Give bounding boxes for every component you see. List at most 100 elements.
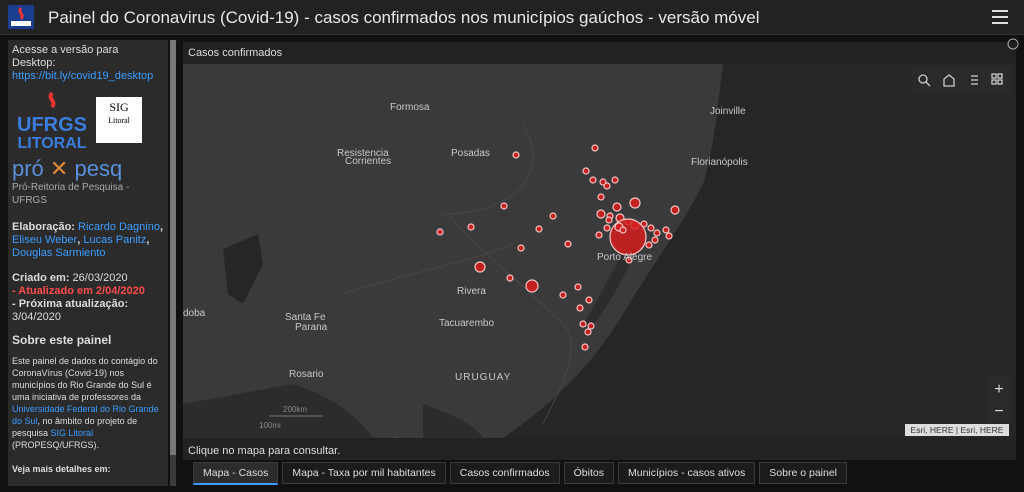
case-marker	[612, 202, 622, 212]
tab[interactable]: Municípios - casos ativos	[617, 462, 756, 484]
litoral-text: LITORAL	[17, 135, 87, 152]
case-marker	[467, 223, 475, 231]
place-label: Tacuarembo	[439, 318, 494, 329]
case-marker	[645, 241, 653, 249]
about-title: Sobre este painel	[12, 333, 112, 347]
ufrgs-logo: UFRGS LITORAL	[12, 91, 92, 153]
top-bar: Painel do Coronavirus (Covid-19) - casos…	[0, 0, 1024, 35]
author[interactable]: Eliseu Weber	[12, 234, 78, 246]
map[interactable]: + − 200km 100mi Esri, HERE | Esri, HERE …	[183, 64, 1016, 438]
next-label: - Próxima atualização:	[12, 298, 129, 310]
tab[interactable]: Sobre o painel	[759, 462, 847, 484]
propesq-sub: Pró-Reitoria de Pesquisa - UFRGS	[12, 182, 130, 206]
case-marker	[474, 261, 486, 273]
updated: - Atualizado em 2/04/2020	[12, 285, 145, 297]
about-part: (PROPESQ/UFRGS).	[12, 440, 100, 450]
propesq-logo: pró ✕ pesq	[12, 156, 123, 181]
case-marker	[525, 279, 539, 293]
created-label: Criado em:	[12, 272, 70, 284]
case-marker	[653, 229, 661, 237]
desktop-link[interactable]: https://bit.ly/covid19_desktop	[12, 70, 154, 82]
dates: Criado em: 26/03/2020 - Atualizado em 2/…	[12, 272, 164, 324]
case-marker	[517, 244, 525, 252]
case-marker	[436, 228, 444, 236]
case-marker	[579, 320, 587, 328]
app-title: Painel do Coronavirus (Covid-19) - casos…	[48, 8, 760, 27]
menu-button[interactable]	[992, 10, 1008, 28]
place-label: Posadas	[451, 148, 490, 159]
about-link[interactable]: Universidade Federal do Rio Grande do Su…	[12, 404, 159, 426]
place-label: doba	[183, 308, 206, 319]
map-tools[interactable]	[918, 73, 1003, 87]
access-label: Acesse a versão para Desktop:	[12, 44, 119, 69]
place-label: Joinville	[710, 106, 746, 117]
logo	[8, 5, 34, 29]
pro-text: pró	[12, 156, 44, 181]
tab[interactable]: Casos confirmados	[449, 462, 560, 484]
authors-label: Elaboração:	[12, 221, 75, 233]
place-label: Rosario	[289, 369, 324, 380]
map-panel: Casos confirmados + − 200km 100mi Esri, …	[183, 38, 1019, 460]
place-label: Parana	[295, 322, 328, 333]
case-marker	[605, 216, 613, 224]
torch-icon	[48, 91, 56, 109]
place-label: Corrientes	[345, 156, 391, 167]
sidebar: Acesse a versão para Desktop: https://bi…	[8, 40, 168, 486]
sig-text: SIG	[109, 100, 129, 114]
case-marker	[597, 193, 605, 201]
case-marker	[564, 240, 572, 248]
created-date: 26/03/2020	[72, 272, 128, 284]
scrollbar[interactable]	[170, 40, 176, 486]
case-marker	[629, 197, 641, 209]
case-marker	[587, 322, 595, 330]
place-label: Florianópolis	[691, 157, 748, 168]
case-marker	[651, 236, 659, 244]
case-marker	[591, 144, 599, 152]
scale-mi: 100mi	[259, 421, 281, 430]
place-label: Rivera	[457, 286, 486, 297]
author[interactable]: Ricardo Dagnino	[78, 221, 160, 233]
zoom-out[interactable]: −	[994, 403, 1003, 420]
author[interactable]: Lucas Panitz	[83, 234, 147, 246]
access-text: Acesse a versão para Desktop: https://bi…	[12, 44, 164, 83]
case-marker	[512, 151, 520, 159]
case-marker	[574, 283, 582, 291]
place-label: Buenos Aires	[353, 437, 412, 438]
case-marker	[595, 231, 603, 239]
case-marker	[611, 176, 619, 184]
case-marker	[559, 291, 567, 299]
map-footer: Clique no mapa para consultar.	[188, 445, 341, 457]
case-marker	[582, 167, 590, 175]
case-marker	[506, 274, 514, 282]
case-marker	[625, 256, 633, 264]
case-marker	[500, 202, 508, 210]
more-label: Veja mais detalhes em:	[12, 464, 111, 474]
case-marker	[619, 226, 627, 234]
next-date: 3/04/2020	[12, 311, 61, 323]
place-label: Formosa	[390, 102, 430, 113]
case-marker	[585, 296, 593, 304]
sig-sub: Litoral	[108, 116, 130, 125]
case-marker	[576, 304, 584, 312]
authors: Elaboração: Ricardo Dagnino, Eliseu Webe…	[12, 221, 164, 259]
expand-icon[interactable]	[1006, 37, 1020, 51]
place-label: Santa Fe	[285, 312, 326, 323]
place-label: Porto Alegre	[597, 252, 652, 263]
case-marker	[662, 226, 670, 234]
about-link[interactable]: SIG Litoral	[50, 428, 94, 438]
about-part: , no âmbito do projeto de pesquisa	[12, 416, 138, 438]
case-marker	[581, 343, 589, 351]
case-marker	[603, 224, 611, 232]
tab[interactable]: Óbitos	[563, 462, 614, 484]
case-markers	[436, 144, 680, 351]
case-marker	[535, 225, 543, 233]
case-marker	[603, 182, 611, 190]
zoom-control[interactable]	[987, 376, 1011, 422]
tab[interactable]: Mapa - Taxa por mil habitantes	[282, 462, 446, 484]
zoom-in[interactable]: +	[994, 381, 1003, 398]
tab[interactable]: Mapa - Casos	[193, 462, 279, 485]
author[interactable]: Douglas Sarmiento	[12, 247, 106, 259]
sig-logo: SIG Litoral	[96, 97, 142, 143]
place-label: URUGUAY	[455, 372, 511, 383]
